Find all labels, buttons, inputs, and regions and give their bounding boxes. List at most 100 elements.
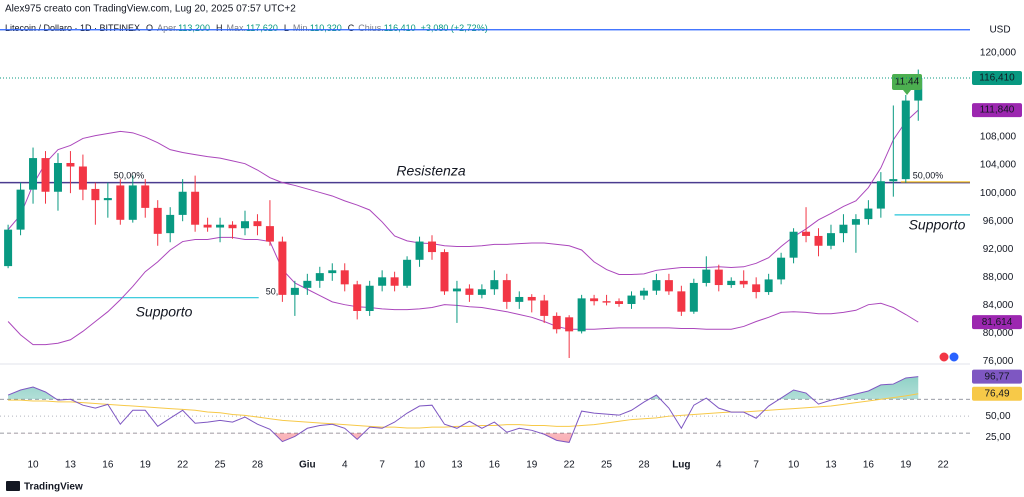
x-tick-label: 22 — [938, 460, 950, 471]
legend-text: Chius. — [358, 23, 384, 33]
y-tick-label: 104,000 — [980, 160, 1017, 171]
candle-body — [103, 198, 112, 201]
candle-body — [465, 288, 474, 295]
legend-text: Min. — [293, 23, 310, 33]
candle-body — [253, 221, 262, 227]
candle-body — [677, 291, 686, 312]
x-tick-label: 13 — [825, 460, 837, 471]
candle-body — [802, 231, 811, 236]
flags — [938, 351, 960, 363]
candle-body — [627, 295, 636, 304]
candle-body — [415, 241, 424, 260]
x-tick-label: 19 — [900, 460, 912, 471]
legend-text: H — [216, 23, 223, 33]
candle-body — [652, 280, 661, 291]
legend-text: L — [284, 23, 289, 33]
y-tick-label: 84,000 — [983, 300, 1014, 311]
candle-body — [365, 285, 374, 311]
candle-body — [602, 301, 611, 303]
candle-body — [328, 270, 337, 274]
candle-body — [141, 185, 150, 208]
candle-body — [851, 219, 860, 225]
x-tick-label: 16 — [863, 460, 875, 471]
candle-body — [290, 287, 299, 295]
candle-body — [639, 290, 648, 296]
candle-body — [876, 181, 885, 209]
candle-body — [714, 269, 723, 286]
rsi-line — [7, 376, 919, 443]
legend-text: C — [348, 23, 355, 33]
candle-body — [240, 221, 249, 229]
candle-body — [590, 298, 599, 302]
price-tag-label: 111,840 — [980, 105, 1015, 116]
rsi-tag — [972, 386, 1022, 401]
y-tick-label: 25,00 — [985, 432, 1010, 443]
note-text: 50,00% — [114, 170, 145, 180]
bollinger-band — [7, 109, 919, 276]
candle-body — [29, 158, 38, 190]
candle-body — [814, 235, 823, 246]
candle-body — [477, 289, 486, 295]
price-tag — [972, 71, 1022, 86]
candle-body — [378, 277, 387, 286]
x-tick-label: 10 — [414, 460, 426, 471]
candle-body — [403, 259, 412, 286]
candle-body — [527, 296, 536, 301]
price-tag-label: 116,410 — [979, 73, 1015, 84]
candle-body — [764, 279, 773, 293]
candle-body — [116, 185, 125, 220]
candle-body — [41, 158, 50, 192]
currency: USD — [989, 25, 1010, 36]
candle-body — [777, 257, 786, 280]
candle-body — [839, 224, 848, 234]
rsi-tag-label: 96,77 — [984, 371, 1009, 382]
y-tick-label: 100,000 — [980, 188, 1017, 199]
y-tick-label: 108,000 — [980, 132, 1017, 143]
bollinger-band — [7, 236, 919, 346]
y-tick-label: 96,000 — [983, 216, 1014, 227]
candle-body — [216, 224, 225, 228]
candle-body — [153, 207, 162, 234]
x-tick-label: 4 — [342, 460, 348, 471]
y-tick-label: 88,000 — [983, 272, 1014, 283]
legend-text: Litecoin / Dollaro · 1D · BITFINEX — [5, 23, 140, 33]
x-tick-label: 7 — [379, 460, 385, 471]
candle-body — [752, 284, 761, 293]
candle-body — [565, 317, 574, 332]
candle-body — [490, 280, 499, 290]
candle-body — [66, 162, 75, 167]
y-tick-label: 120,000 — [980, 48, 1017, 59]
x-tick-label: 16 — [489, 460, 501, 471]
level-label: 50,00% — [913, 170, 944, 180]
legend-text: Max. — [226, 23, 246, 33]
candle-body — [353, 284, 362, 311]
note-badge — [892, 74, 922, 90]
x-tick-label: 28 — [638, 460, 650, 471]
candle-body — [889, 179, 898, 182]
candle-body — [577, 298, 586, 332]
x-tick-label: 10 — [27, 460, 39, 471]
candle-body — [864, 208, 873, 220]
candle-body — [265, 226, 274, 242]
candle-body — [278, 241, 287, 295]
x-tick-label: 19 — [526, 460, 538, 471]
candle-body — [128, 185, 137, 220]
x-tick-label: 22 — [564, 460, 576, 471]
candle-body — [826, 233, 835, 246]
candle-body — [53, 162, 62, 192]
legend-text: 110,320 — [310, 23, 342, 33]
note-text: 50, — [266, 286, 279, 296]
level-label: Supporto — [136, 303, 193, 319]
candle-body — [4, 229, 13, 267]
candle-body — [615, 301, 624, 304]
rsi-tag — [972, 369, 1022, 384]
candle-body — [390, 277, 399, 286]
legend-text: 116,410 — [384, 23, 416, 33]
price-tag — [972, 103, 1022, 118]
x-tick-label: 13 — [451, 460, 463, 471]
candle-body — [552, 315, 561, 330]
candle-body — [702, 269, 711, 283]
x-tick-label: 16 — [102, 460, 114, 471]
